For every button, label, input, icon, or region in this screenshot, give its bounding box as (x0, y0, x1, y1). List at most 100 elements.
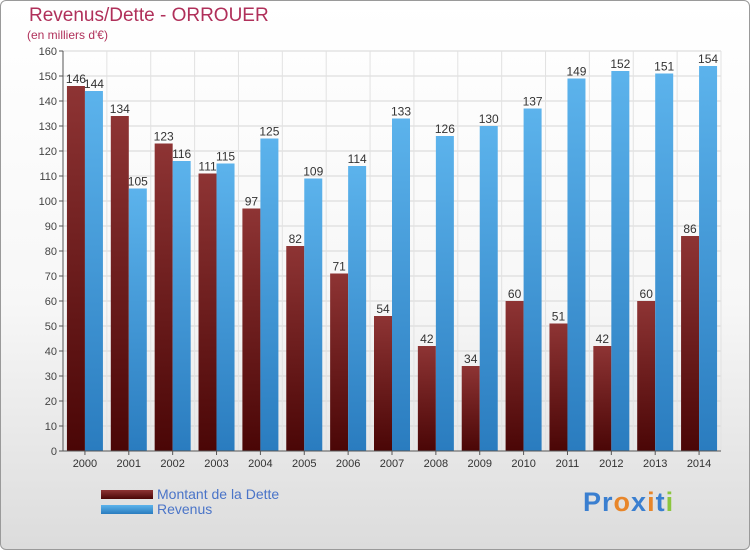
chart-subtitle: (en milliers d'€) (27, 28, 108, 42)
bar-dette (593, 346, 612, 451)
y-tick-label: 130 (39, 121, 57, 133)
data-label-dette: 42 (596, 332, 610, 346)
bar-revenus (216, 163, 235, 451)
data-label-dette: 82 (289, 232, 303, 246)
proxiti-logo: Proxiti (583, 487, 674, 518)
y-tick-label: 90 (45, 221, 57, 233)
data-label-revenus: 105 (128, 175, 148, 189)
legend-swatch-dette (101, 490, 153, 499)
logo-letter: x (631, 487, 648, 517)
data-label-dette: 60 (508, 287, 522, 301)
data-label-dette: 71 (332, 260, 346, 274)
bar-dette (637, 301, 656, 451)
x-tick-label: 2009 (467, 458, 491, 470)
x-tick-label: 2014 (687, 458, 711, 470)
data-label-revenus: 116 (172, 147, 191, 161)
bar-dette (461, 366, 480, 451)
bar-revenus (348, 166, 367, 451)
data-label-dette: 86 (683, 222, 697, 236)
data-label-revenus: 126 (435, 122, 455, 136)
y-tick-label: 110 (39, 171, 57, 183)
data-label-revenus: 151 (654, 60, 674, 74)
data-label-dette: 42 (420, 332, 434, 346)
logo-letter: t (655, 487, 666, 517)
bar-dette (549, 323, 568, 451)
x-tick-label: 2001 (117, 458, 141, 470)
y-tick-label: 60 (45, 296, 57, 308)
y-tick-label: 120 (39, 146, 57, 158)
x-tick-label: 2003 (204, 458, 228, 470)
bar-dette (374, 316, 392, 451)
logo-letter: r (602, 487, 614, 517)
bars (66, 66, 718, 451)
y-tick-label: 30 (45, 371, 57, 383)
bar-dette (66, 86, 85, 451)
data-label-dette: 146 (66, 72, 86, 86)
data-label-revenus: 144 (84, 77, 104, 91)
data-label-dette: 123 (154, 130, 174, 144)
legend-label-revenus: Revenus (157, 501, 213, 517)
bar-revenus (611, 71, 630, 451)
bar-revenus (479, 126, 498, 451)
bar-dette (154, 143, 173, 451)
bar-dette (286, 246, 305, 451)
bar-revenus (84, 91, 103, 451)
bar-dette (110, 116, 129, 451)
x-tick-label: 2004 (248, 458, 272, 470)
bar-dette (242, 208, 261, 451)
y-tick-label: 50 (45, 321, 57, 333)
x-tick-label: 2000 (73, 458, 97, 470)
data-label-revenus: 152 (610, 57, 630, 71)
chart-title: Revenus/Dette - ORROUER (29, 5, 269, 26)
y-tick-label: 150 (39, 71, 57, 83)
axes: 0 10 20 30 40 50 60 70 80 90 100 110 120 130 140 150 160… (39, 46, 721, 470)
bar-dette (681, 236, 700, 451)
bar-dette (505, 301, 524, 451)
bar-revenus (699, 66, 718, 451)
bar-revenus (567, 78, 586, 451)
logo-letter: i (647, 487, 656, 517)
y-tick-label: 10 (45, 421, 57, 433)
bar-revenus (304, 178, 323, 451)
data-label-revenus: 125 (259, 125, 279, 139)
y-tick-label: 80 (45, 246, 57, 258)
y-tick-label: 140 (39, 96, 57, 108)
bar-dette (330, 273, 349, 451)
x-tick-label: 2011 (556, 458, 580, 470)
y-tick-label: 160 (39, 46, 57, 58)
data-label-dette: 97 (245, 195, 259, 209)
data-label-dette: 51 (552, 310, 566, 324)
x-tick-label: 2013 (643, 458, 667, 470)
logo-letter: P (583, 487, 603, 517)
x-tick-label: 2012 (599, 458, 623, 470)
logo-letter: i (665, 487, 675, 517)
data-label-revenus: 133 (391, 105, 411, 119)
data-label-revenus: 115 (216, 150, 235, 164)
data-label-dette: 111 (198, 160, 217, 174)
y-tick-label: 100 (39, 196, 57, 208)
data-label-revenus: 130 (479, 112, 499, 126)
y-tick-label: 20 (45, 396, 57, 408)
data-label-dette: 134 (110, 102, 130, 116)
bar-revenus (392, 118, 410, 451)
x-tick-label: 2002 (160, 458, 184, 470)
data-label-revenus: 114 (348, 152, 367, 166)
legend-label-dette: Montant de la Dette (157, 486, 280, 502)
y-tick-label: 40 (45, 346, 57, 358)
legend-swatch-revenus (101, 505, 153, 514)
bar-revenus (172, 161, 191, 451)
bar-revenus (260, 138, 279, 451)
data-label-revenus: 154 (698, 52, 718, 66)
data-label-dette: 54 (376, 302, 390, 316)
data-label-revenus: 109 (303, 165, 323, 179)
x-tick-label: 2008 (424, 458, 448, 470)
logo-letter: o (613, 487, 632, 517)
y-tick-label: 70 (45, 271, 57, 283)
bar-revenus (523, 108, 542, 451)
x-tick-label: 2010 (511, 458, 535, 470)
data-label-dette: 34 (464, 352, 478, 366)
x-tick-label: 2007 (380, 458, 404, 470)
